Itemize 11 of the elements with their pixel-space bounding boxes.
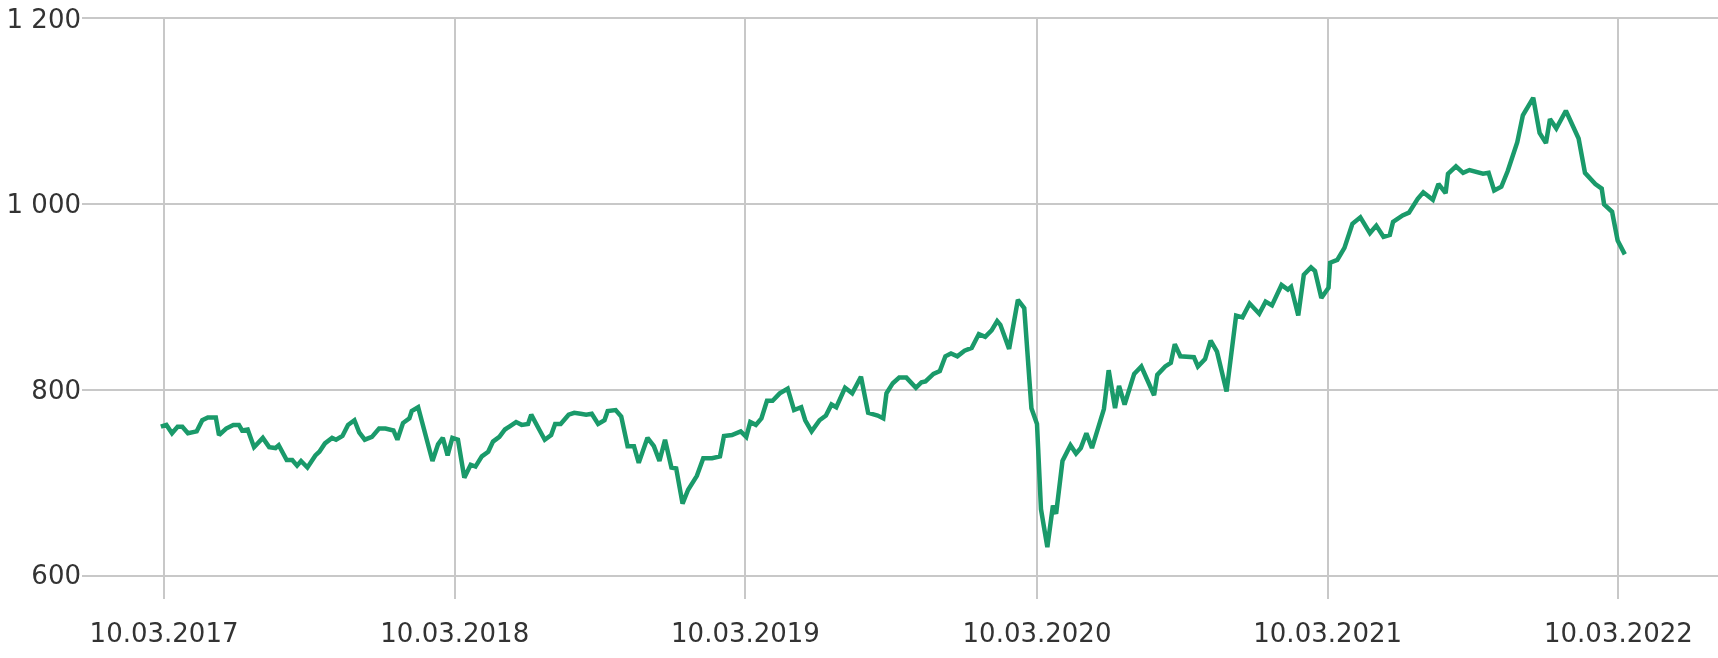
x-tick-label: 10.03.2019 [671,618,820,649]
x-tick-label: 10.03.2017 [89,618,239,649]
x-tick-label: 10.03.2022 [1544,618,1693,649]
y-tick-label: 800 [31,374,81,405]
line-series [158,95,1628,550]
y-tick-label: 1 200 [6,4,81,35]
y-tick-label: 600 [31,560,81,591]
x-tick-label: 10.03.2021 [1253,618,1403,649]
x-tick-label: 10.03.2018 [380,618,530,649]
y-tick-label: 1 000 [6,189,81,220]
x-tick-label: 10.03.2020 [962,618,1112,649]
